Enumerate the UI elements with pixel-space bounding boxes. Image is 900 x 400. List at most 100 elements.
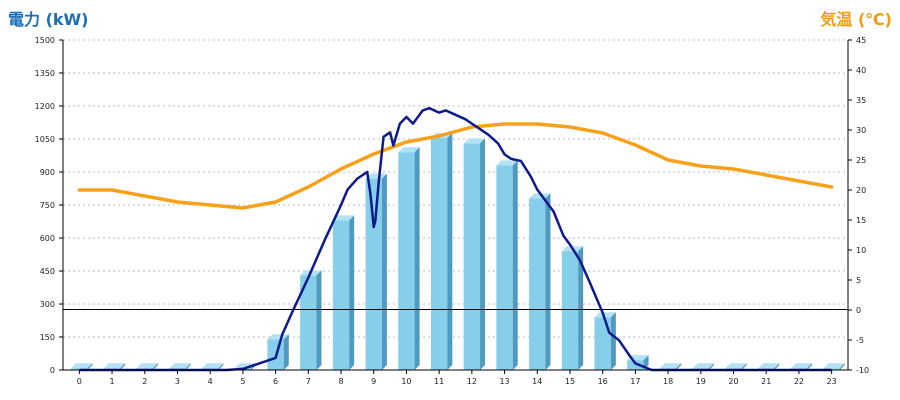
- x-tick-label: 13: [499, 377, 509, 386]
- bar-top: [692, 363, 714, 369]
- bar-side: [447, 132, 453, 370]
- y-left-axis-title: 電力 (kW): [8, 10, 89, 29]
- bar-side: [741, 363, 747, 370]
- x-tick-label: 6: [273, 377, 278, 386]
- tick-labels: 01503004506007509001050120013501500-10-5…: [35, 36, 869, 386]
- right-tick-label: 10: [856, 246, 866, 255]
- bar-side: [381, 173, 387, 370]
- right-tick-label: 0: [856, 306, 861, 315]
- bar: [594, 312, 616, 370]
- bar-side: [578, 246, 584, 370]
- bar-top: [594, 312, 616, 318]
- x-tick-label: 10: [401, 377, 411, 386]
- bar-face: [430, 137, 448, 370]
- bar-top: [398, 147, 420, 153]
- bar-side: [512, 160, 518, 370]
- bar: [365, 173, 387, 370]
- left-tick-label: 1050: [35, 135, 55, 144]
- grid: [63, 39, 848, 338]
- bar-top: [103, 363, 126, 369]
- bar-side: [349, 215, 355, 370]
- axes: [59, 39, 852, 374]
- bar: [561, 246, 584, 370]
- x-tick-label: 22: [794, 377, 804, 386]
- left-tick-label: 1500: [35, 36, 55, 45]
- bar: [332, 215, 355, 370]
- left-tick-label: 150: [40, 333, 55, 342]
- bar-face: [398, 152, 415, 370]
- x-tick-label: 18: [663, 377, 673, 386]
- left-tick-label: 900: [40, 168, 55, 177]
- right-tick-label: -10: [856, 366, 869, 375]
- bar-top: [365, 173, 387, 179]
- right-tick-label: 25: [856, 156, 866, 165]
- x-tick-label: 16: [598, 377, 608, 386]
- x-tick-label: 23: [827, 377, 837, 386]
- left-tick-label: 0: [50, 366, 55, 375]
- bar-face: [463, 143, 481, 370]
- right-tick-label: 30: [856, 126, 866, 135]
- temperature-line: [77, 122, 834, 210]
- bar-side: [87, 363, 93, 370]
- bar-side: [480, 138, 486, 370]
- bar-side: [774, 363, 780, 370]
- right-tick-label: 45: [856, 36, 866, 45]
- x-tick-label: 3: [175, 377, 180, 386]
- bar-face: [561, 251, 579, 370]
- temperature-series: [77, 122, 834, 210]
- bar-side: [414, 147, 420, 370]
- bar-face: [529, 198, 546, 370]
- bar-side: [283, 334, 289, 370]
- bar-top: [169, 363, 191, 369]
- bar: [398, 147, 420, 370]
- right-tick-label: -5: [856, 336, 864, 345]
- x-tick-label: 17: [630, 377, 640, 386]
- bar-face: [365, 178, 382, 370]
- x-tick-label: 20: [728, 377, 738, 386]
- bar-face: [332, 220, 350, 370]
- bar-top: [758, 363, 780, 369]
- bar-top: [71, 363, 93, 369]
- left-tick-label: 1200: [35, 102, 55, 111]
- y-right-axis-title: 気温 (℃): [820, 10, 892, 29]
- bar-side: [185, 363, 191, 370]
- x-tick-label: 21: [761, 377, 771, 386]
- bar-side: [545, 193, 551, 370]
- bar-top: [823, 363, 845, 369]
- bar: [496, 160, 518, 370]
- power-series: [79, 106, 832, 372]
- x-tick-label: 7: [306, 377, 311, 386]
- bar-side: [839, 363, 845, 370]
- x-tick-label: 1: [110, 377, 115, 386]
- x-tick-label: 12: [467, 377, 477, 386]
- left-tick-label: 600: [40, 234, 55, 243]
- right-tick-label: 40: [856, 66, 866, 75]
- x-tick-label: 5: [240, 377, 245, 386]
- x-tick-label: 8: [338, 377, 343, 386]
- x-tick-label: 0: [77, 377, 82, 386]
- bar-top: [529, 193, 551, 199]
- right-tick-label: 15: [856, 216, 866, 225]
- bar-top: [332, 215, 355, 221]
- bar: [463, 138, 486, 370]
- bar-side: [610, 312, 616, 370]
- bar-face: [300, 275, 317, 370]
- bar: [823, 363, 845, 370]
- bar: [300, 270, 322, 370]
- bar-side: [316, 270, 322, 370]
- bar-face: [823, 368, 840, 370]
- left-tick-label: 300: [40, 300, 55, 309]
- bar-top: [659, 363, 682, 369]
- x-tick-label: 19: [696, 377, 706, 386]
- right-tick-label: 35: [856, 96, 866, 105]
- left-tick-label: 450: [40, 267, 55, 276]
- left-tick-label: 750: [40, 201, 55, 210]
- bar-face: [627, 360, 644, 370]
- power-line: [79, 106, 832, 372]
- x-tick-label: 11: [434, 377, 444, 386]
- bar-top: [267, 334, 289, 340]
- x-tick-label: 14: [532, 377, 542, 386]
- bar-side: [152, 363, 158, 370]
- bar-side: [708, 363, 714, 370]
